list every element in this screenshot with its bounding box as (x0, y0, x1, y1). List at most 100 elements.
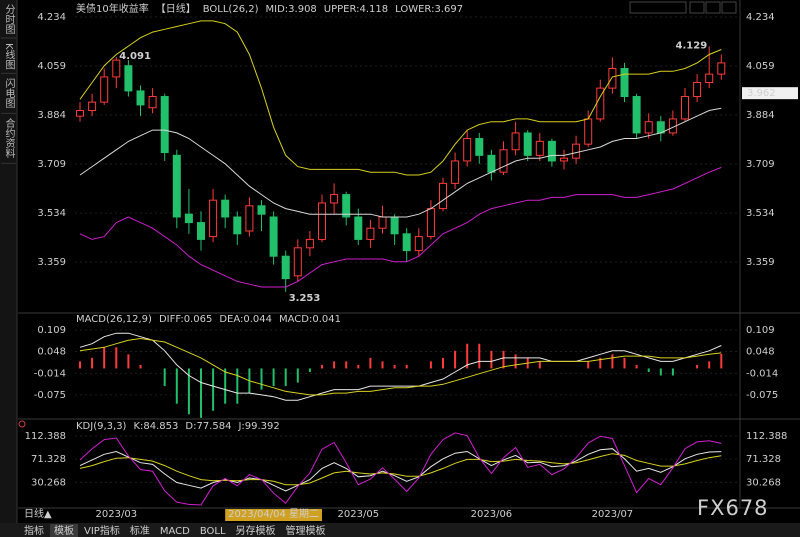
candle-body (681, 96, 689, 120)
annotation: 4.129 (676, 40, 708, 51)
y-tick-label-right: 3.359 (746, 257, 775, 268)
candle-body (160, 96, 169, 154)
tab-bg (155, 524, 194, 537)
candle-body (535, 140, 544, 156)
y-tick-label-left: 0.109 (37, 325, 66, 336)
candle-body (124, 65, 133, 92)
candle-body (644, 121, 653, 134)
candle-body (717, 62, 726, 75)
candle-body (318, 202, 326, 240)
y-tick-label-right: 71.328 (746, 454, 781, 465)
y-tick-label-right: 0.048 (746, 347, 775, 358)
panel-icon (18, 420, 26, 428)
candle-body (499, 149, 508, 173)
last-price: 3.962 (747, 88, 776, 99)
candle-body (148, 96, 157, 109)
candle-body (426, 208, 435, 238)
legend-item: LOWER:3.697 (395, 4, 463, 15)
y-tick-label-left: 3.534 (37, 208, 66, 219)
x-tick-label: 2023/07 (592, 509, 634, 520)
indicator-line (79, 432, 722, 506)
sidebar (0, 0, 17, 523)
candle-body (439, 182, 447, 210)
legend-item: UPPER:4.118 (324, 4, 388, 15)
indicator-line (79, 453, 722, 486)
candle-body (136, 90, 145, 106)
candle-body (378, 216, 387, 229)
indicator-line (79, 332, 722, 401)
legend-item: D:77.584 (185, 421, 231, 432)
tab[interactable]: 另存模板 (236, 524, 276, 537)
sidebar-tab[interactable]: 合约资料 (3, 117, 15, 159)
indicator-name: KDJ(9,3,3) (76, 421, 127, 432)
y-tick-label-left: -0.075 (34, 390, 66, 401)
x-tick-label: 2023/06 (471, 509, 513, 520)
tab[interactable]: 标准 (130, 525, 150, 537)
candle-body (269, 216, 278, 257)
tab-bg (80, 524, 124, 537)
x-tick-label: 2023/05 (338, 509, 380, 520)
sidebar-tab[interactable]: 分时图 (3, 4, 15, 35)
tab[interactable]: 管理模板 (286, 524, 326, 537)
candle-body (572, 143, 581, 159)
candle-body (463, 138, 472, 162)
candle-body (475, 138, 484, 156)
y-tick-label-left: 71.328 (31, 454, 66, 465)
tab[interactable]: 模板 (54, 524, 74, 537)
candle-body (366, 227, 375, 240)
candle-body (100, 76, 109, 103)
candle-body (693, 82, 702, 98)
y-tick-label-left: -0.014 (34, 368, 66, 379)
y-tick-label-right: 3.534 (746, 208, 775, 219)
last-price-box (742, 87, 798, 100)
sidebar-tab[interactable]: K线图 (3, 43, 15, 70)
sidebar-tab[interactable]: 闪电图 (3, 77, 15, 109)
period-button[interactable]: 日线▲ (24, 507, 52, 520)
candle-body (451, 160, 460, 184)
candle-body (305, 238, 314, 249)
candle-body (354, 216, 363, 240)
y-tick-label-right: 4.234 (746, 12, 775, 23)
y-tick-label-left: 0.048 (37, 347, 66, 358)
candle-body (245, 205, 254, 232)
candle-body (342, 194, 351, 218)
tab[interactable]: VIP指标 (84, 524, 120, 537)
candle-body (620, 68, 629, 98)
crosshair-date: 2023/04/04 星期二 (228, 508, 319, 520)
indicator-line (79, 337, 722, 396)
legend-item: DIFF:0.065 (159, 314, 212, 325)
candle-body (414, 236, 423, 252)
candle-body (293, 247, 302, 277)
candle-body (330, 194, 339, 204)
candle-body (608, 68, 617, 89)
candle-body (281, 255, 290, 280)
y-tick-label-left: 3.709 (37, 159, 66, 170)
legend-item: K:84.853 (133, 421, 178, 432)
tab[interactable]: BOLL (200, 526, 226, 537)
y-tick-label-left: 3.359 (37, 257, 66, 268)
indicator-line (79, 448, 722, 492)
legend-item: MID:3.908 (266, 4, 317, 15)
watermark: FX678 (697, 496, 769, 520)
indicator-line (79, 107, 722, 218)
candle-body (197, 222, 205, 240)
candle-body (487, 154, 496, 173)
x-tick-label: 2023/03 (96, 509, 138, 520)
tab[interactable]: 指标 (24, 524, 44, 537)
y-tick-label-right: 3.884 (746, 110, 775, 121)
annotation: 3.253 (289, 293, 321, 304)
y-tick-label-right: 30.268 (746, 477, 781, 488)
y-tick-label-right: 0.109 (746, 325, 775, 336)
y-tick-label-right: -0.014 (746, 368, 778, 379)
tab-bg (20, 524, 48, 537)
tab-bg (50, 524, 78, 537)
indicator-name: BOLL(26,2) (203, 4, 259, 15)
tab-bg (195, 524, 230, 537)
y-tick-label-left: 4.059 (37, 61, 66, 72)
y-tick-label-right: 3.709 (746, 159, 775, 170)
toolbar-icons (629, 1, 737, 14)
tab[interactable]: MACD (160, 526, 190, 537)
crosshair-box (225, 509, 323, 521)
tab-bg (125, 524, 154, 537)
